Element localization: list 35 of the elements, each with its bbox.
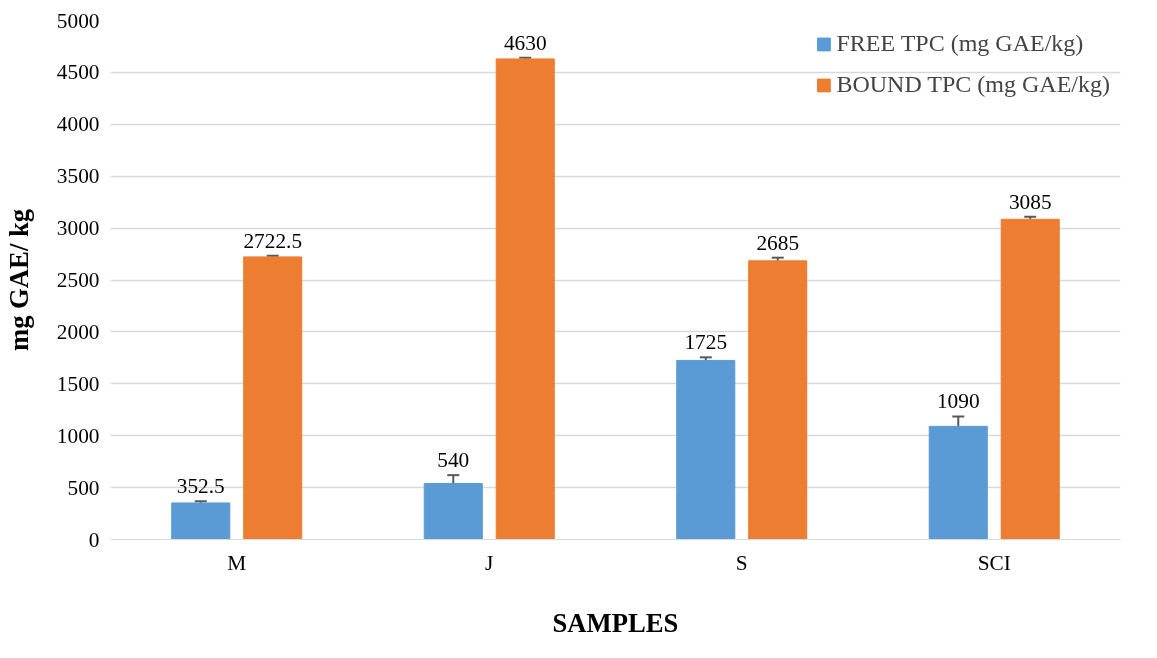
y-tick-label: 2000 bbox=[56, 319, 100, 344]
x-tick-label: S bbox=[735, 550, 748, 575]
data-label: 2722.5 bbox=[243, 228, 303, 253]
legend-label: BOUND TPC (mg GAE/kg) bbox=[836, 71, 1110, 98]
y-tick-label: 1000 bbox=[56, 423, 100, 448]
data-label: 2685 bbox=[756, 230, 800, 255]
data-label: 1090 bbox=[936, 389, 980, 414]
y-tick-label: 4500 bbox=[56, 60, 100, 85]
bar bbox=[1000, 218, 1060, 540]
x-tick-label: M bbox=[227, 550, 247, 575]
bar bbox=[243, 256, 303, 540]
data-label: 3085 bbox=[1008, 189, 1052, 214]
x-axis-title: SAMPLES bbox=[552, 607, 679, 638]
y-tick-label: 3000 bbox=[56, 216, 100, 241]
y-tick-label: 0 bbox=[88, 527, 100, 552]
y-tick-label: 3500 bbox=[56, 164, 100, 189]
bar bbox=[676, 359, 736, 540]
data-label: 352.5 bbox=[176, 474, 225, 499]
bar bbox=[423, 482, 483, 540]
y-axis-title: mg GAE/ kg bbox=[3, 208, 34, 352]
y-tick-label: 4000 bbox=[56, 112, 100, 137]
y-tick-label: 5000 bbox=[56, 8, 100, 33]
data-label: 540 bbox=[437, 448, 470, 473]
bar bbox=[748, 260, 808, 540]
bar bbox=[495, 58, 555, 540]
y-tick-label: 1500 bbox=[56, 371, 100, 396]
x-tick-label: J bbox=[485, 550, 494, 575]
y-tick-label: 500 bbox=[67, 475, 100, 500]
y-tick-label: 2500 bbox=[56, 268, 100, 292]
data-label: 1725 bbox=[684, 330, 728, 355]
legend-label: FREE TPC (mg GAE/kg) bbox=[836, 30, 1084, 57]
x-tick-label: SCI bbox=[977, 550, 1011, 575]
bar bbox=[928, 425, 988, 540]
bar bbox=[171, 502, 231, 540]
data-label: 4630 bbox=[503, 30, 547, 55]
